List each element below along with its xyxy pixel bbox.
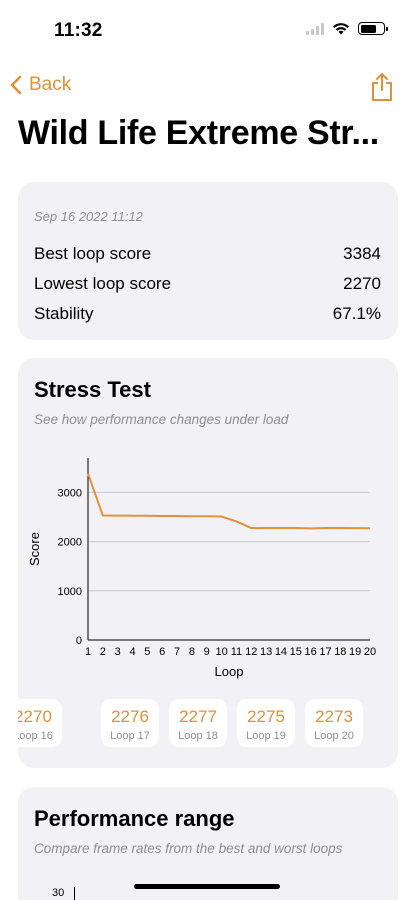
status-bar: 11:32 xyxy=(0,0,415,60)
x-tick-label: 20 xyxy=(364,646,376,658)
row-label: Best loop score xyxy=(34,244,152,263)
row-value: 67.1% xyxy=(332,304,381,323)
loop-chip[interactable]: 2277 Loop 18 xyxy=(169,699,227,747)
x-tick-label: 16 xyxy=(305,646,317,658)
loop-label: Loop 20 xyxy=(314,730,354,742)
page-title: Wild Life Extreme Str... xyxy=(18,114,379,152)
range-axis-line xyxy=(74,887,75,900)
loop-score: 2273 xyxy=(315,707,353,726)
x-tick-label: 7 xyxy=(174,646,180,658)
home-indicator[interactable] xyxy=(134,884,280,889)
loop-score: 2275 xyxy=(247,707,285,726)
y-tick-label: 2000 xyxy=(58,537,82,549)
wifi-icon xyxy=(333,23,349,35)
x-tick-label: 1 xyxy=(85,646,91,658)
loop-score: 2276 xyxy=(111,707,149,726)
share-icon[interactable] xyxy=(369,72,395,102)
x-tick-label: 6 xyxy=(159,646,165,658)
x-tick-label: 10 xyxy=(215,646,227,658)
loop-score-strip[interactable]: 2270 Loop 16 2276 Loop 17 2277 Loop 18 2… xyxy=(18,699,398,749)
battery-icon xyxy=(358,22,388,35)
row-label: Lowest loop score xyxy=(34,274,172,293)
x-tick-label: 4 xyxy=(129,646,135,658)
back-button[interactable]: Back xyxy=(9,74,71,96)
y-tick-label: 3000 xyxy=(58,487,82,499)
status-time: 11:32 xyxy=(54,20,103,41)
loop-chip[interactable]: 2270 Loop 16 xyxy=(18,699,62,747)
summary-card: Sep 16 2022 11:12 Best loop score 3384 L… xyxy=(18,182,398,340)
y-axis-label: Score xyxy=(27,532,42,566)
stability-row: Stability 67.1% xyxy=(34,304,381,324)
series-line xyxy=(87,473,371,530)
x-tick-label: 2 xyxy=(100,646,106,658)
loop-label: Loop 18 xyxy=(178,730,218,742)
test-date: Sep 16 2022 11:12 xyxy=(34,209,143,224)
x-tick-label: 9 xyxy=(204,646,210,658)
stress-test-card: Stress Test See how performance changes … xyxy=(18,358,398,768)
cellular-signal-icon xyxy=(306,22,324,35)
row-value: 3384 xyxy=(343,244,381,263)
lowest-loop-score-row: Lowest loop score 2270 xyxy=(34,274,381,294)
x-tick-label: 15 xyxy=(290,646,302,658)
status-icons xyxy=(306,22,388,35)
loop-chip[interactable]: 2273 Loop 20 xyxy=(305,699,363,747)
y-tick-label: 0 xyxy=(76,635,82,647)
x-tick-label: 8 xyxy=(189,646,195,658)
loop-chip[interactable]: 2275 Loop 19 xyxy=(237,699,295,747)
navigation-bar: Back xyxy=(0,70,415,106)
loop-label: Loop 17 xyxy=(110,730,150,742)
loop-score: 2277 xyxy=(179,707,217,726)
best-loop-score-row: Best loop score 3384 xyxy=(34,244,381,264)
loop-chip[interactable]: 2276 Loop 17 xyxy=(101,699,159,747)
x-tick-label: 17 xyxy=(319,646,331,658)
row-label: Stability xyxy=(34,304,94,323)
loop-score: 2270 xyxy=(18,707,52,726)
loop-label: Loop 16 xyxy=(18,730,53,742)
x-tick-label: 11 xyxy=(231,646,242,658)
performance-range-card: Performance range Compare frame rates fr… xyxy=(18,787,398,900)
chevron-left-icon xyxy=(10,75,22,95)
range-axis-tick-label: 30 xyxy=(52,887,65,899)
x-tick-label: 13 xyxy=(260,646,272,658)
y-tick-label: 1000 xyxy=(58,586,82,598)
x-tick-label: 12 xyxy=(245,646,257,658)
back-label: Back xyxy=(29,74,72,95)
stress-test-title: Stress Test xyxy=(34,377,151,402)
performance-range-title: Performance range xyxy=(34,806,235,831)
x-tick-label: 14 xyxy=(275,646,287,658)
row-value: 2270 xyxy=(343,274,381,293)
x-tick-label: 3 xyxy=(115,646,121,658)
performance-range-subtitle: Compare frame rates from the best and wo… xyxy=(34,841,343,856)
x-tick-label: 5 xyxy=(144,646,150,658)
loop-label: Loop 19 xyxy=(246,730,286,742)
x-tick-label: 18 xyxy=(334,646,346,658)
x-axis-label: Loop xyxy=(215,664,244,679)
x-tick-label: 19 xyxy=(349,646,361,658)
stress-test-subtitle: See how performance changes under load xyxy=(34,412,289,427)
